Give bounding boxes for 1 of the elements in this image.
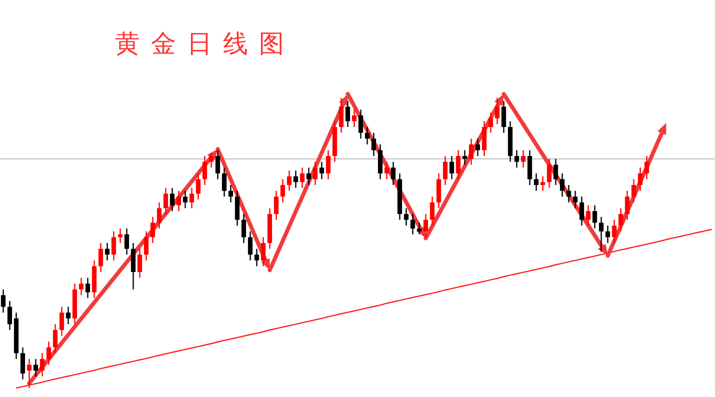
title: 黄金日线图 — [115, 29, 295, 58]
